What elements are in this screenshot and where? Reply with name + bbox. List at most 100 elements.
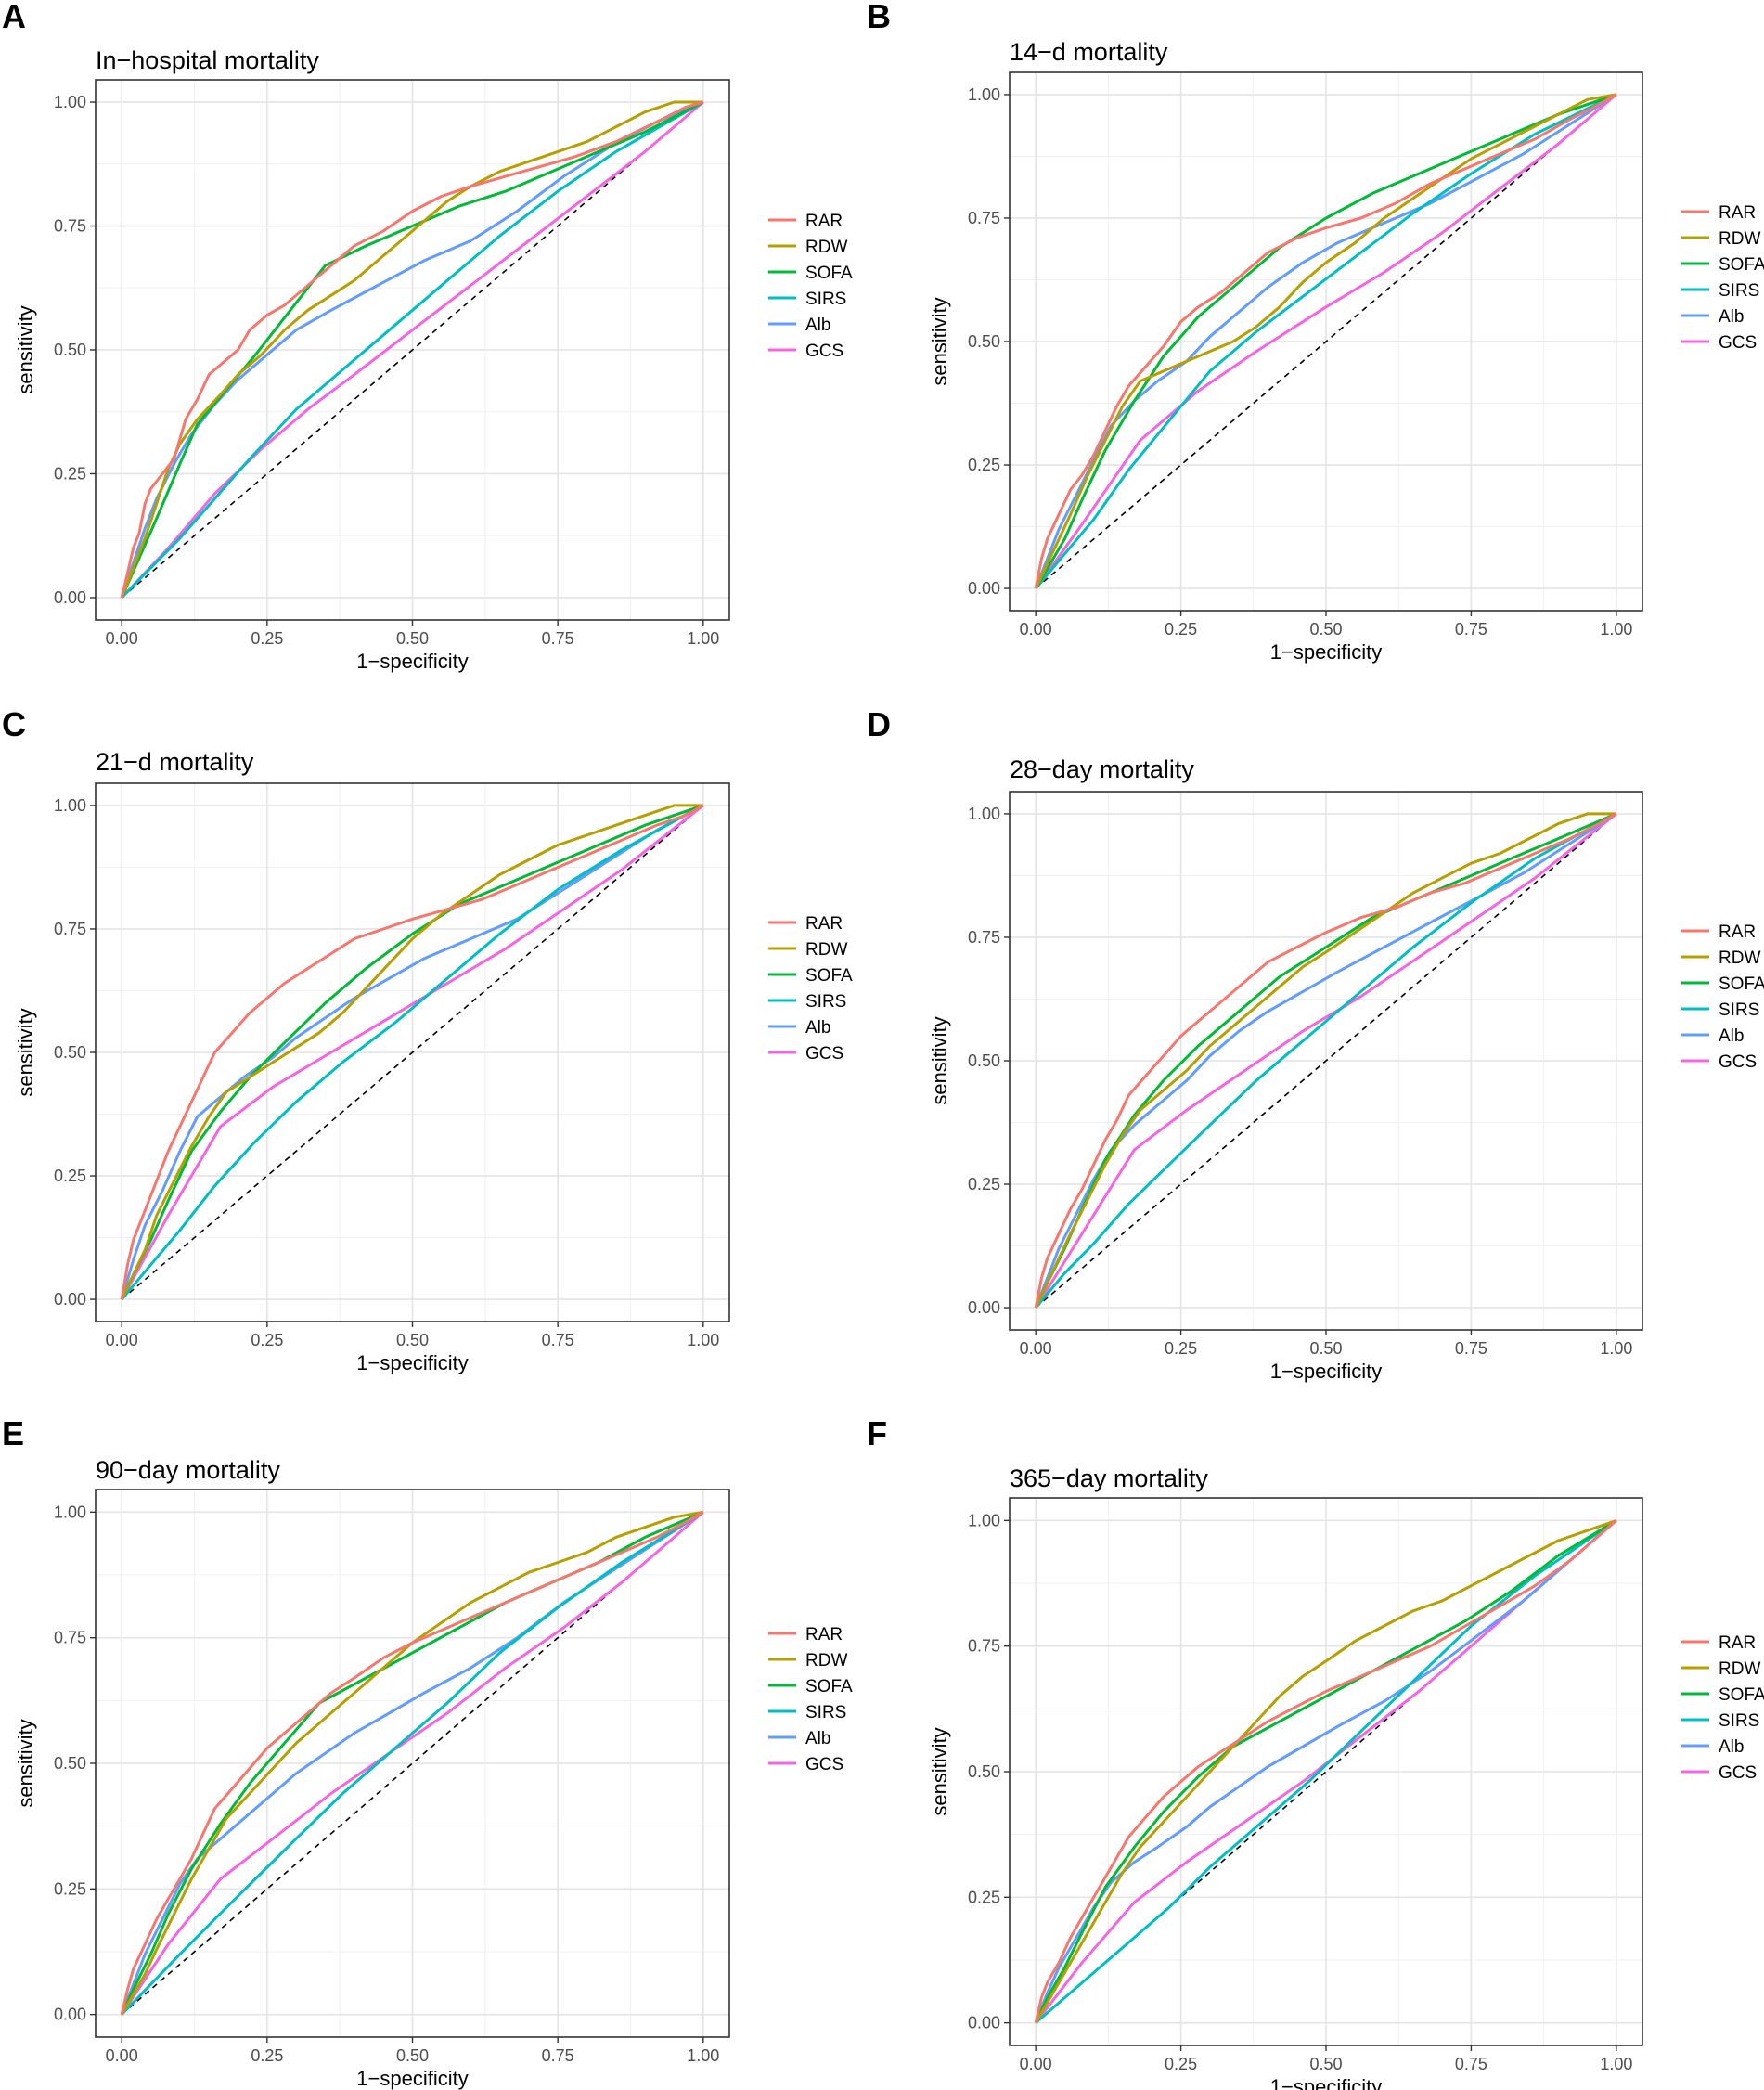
x-tick-label: 1.00 bbox=[687, 1331, 719, 1349]
legend-label-gcs: GCS bbox=[805, 342, 843, 361]
plot-border bbox=[1009, 71, 1643, 612]
y-tick-label: 0.25 bbox=[968, 456, 1000, 474]
legend-label-sofa: SOFA bbox=[805, 966, 853, 986]
plot-border bbox=[95, 79, 730, 621]
reference-diagonal bbox=[1035, 813, 1617, 1309]
legend-label-sofa: SOFA bbox=[805, 264, 853, 283]
legend-label-sirs: SIRS bbox=[805, 1703, 846, 1722]
y-tick-label: 0.25 bbox=[54, 464, 86, 483]
x-tick-label: 0.25 bbox=[251, 629, 283, 648]
y-tick-label: 0.75 bbox=[968, 209, 1000, 227]
y-tick-label: 0.00 bbox=[54, 2006, 86, 2024]
legend-label-rdw: RDW bbox=[805, 1651, 847, 1671]
panel-f: F 365−day mortality 0.00 0.25 0.50 0.75 1.00 0.… bbox=[867, 1414, 1764, 2090]
legend-label-rar: RAR bbox=[805, 914, 843, 934]
legend-label-gcs: GCS bbox=[805, 1044, 843, 1064]
y-tick-label: 0.75 bbox=[968, 928, 1000, 947]
roc-curve-rar bbox=[120, 804, 704, 1300]
y-tick-label: 0.00 bbox=[54, 588, 86, 607]
y-tick-label: 1.00 bbox=[54, 796, 86, 815]
legend-label-rar: RAR bbox=[805, 1625, 843, 1645]
legend-label-rdw: RDW bbox=[1719, 948, 1760, 968]
panel-title: 28−day mortality bbox=[1010, 755, 1194, 783]
roc-curve-alb bbox=[1034, 93, 1617, 589]
y-tick-label: 0.25 bbox=[54, 1167, 86, 1185]
roc-curve-sirs bbox=[1035, 1519, 1617, 2024]
panel-a: A In−hospital mortality 0.00 0.25 0.50 0.75 1.… bbox=[2, 0, 853, 673]
legend-label-sofa: SOFA bbox=[1719, 1685, 1764, 1705]
x-tick-label: 0.25 bbox=[251, 2046, 283, 2065]
legend-label-gcs: GCS bbox=[1719, 333, 1757, 353]
x-tick-label: 1.00 bbox=[1600, 620, 1632, 639]
legend-label-rdw: RDW bbox=[805, 238, 847, 257]
x-tick-label: 0.50 bbox=[1309, 1339, 1342, 1358]
y-tick-label: 1.00 bbox=[968, 85, 1000, 104]
panel-e: E 90−day mortality 0.00 0.25 0.50 0.75 1.00 0.0… bbox=[2, 1414, 853, 2090]
y-tick-label: 0.50 bbox=[54, 1754, 86, 1773]
x-tick-label: 0.75 bbox=[542, 629, 574, 648]
x-tick-label: 0.75 bbox=[542, 1331, 574, 1349]
roc-curve-rdw bbox=[120, 804, 703, 1300]
x-tick-label: 0.00 bbox=[106, 2046, 138, 2065]
y-axis-title: sensitivity bbox=[928, 1016, 951, 1104]
roc-curve-rdw bbox=[1034, 93, 1617, 589]
x-tick-label: 0.50 bbox=[1309, 620, 1342, 639]
x-axis-title: 1−specificity bbox=[1270, 2075, 1382, 2090]
y-tick-label: 0.50 bbox=[54, 1043, 86, 1062]
x-tick-label: 0.75 bbox=[1455, 620, 1487, 639]
y-tick-label: 0.50 bbox=[968, 332, 1000, 351]
roc-curve-alb bbox=[1034, 1519, 1617, 2024]
y-tick-label: 0.00 bbox=[968, 579, 1000, 598]
legend-label-sofa: SOFA bbox=[1719, 255, 1764, 275]
x-axis-title: 1−specificity bbox=[356, 1351, 468, 1374]
x-tick-label: 0.50 bbox=[396, 1331, 429, 1349]
panel-label: A bbox=[2, 0, 26, 35]
x-tick-label: 1.00 bbox=[687, 2046, 719, 2065]
plot-border bbox=[95, 782, 730, 1322]
roc-curve-sirs bbox=[1035, 812, 1617, 1309]
x-tick-label: 0.50 bbox=[1309, 2055, 1342, 2073]
y-tick-label: 1.00 bbox=[54, 93, 86, 111]
panel-title: 14−d mortality bbox=[1010, 38, 1168, 66]
x-tick-label: 1.00 bbox=[687, 629, 719, 648]
legend: RAR RDW SOFA SIRS Alb GCS bbox=[768, 212, 853, 361]
panel-title: 365−day mortality bbox=[1010, 1464, 1208, 1492]
y-tick-label: 0.00 bbox=[54, 1290, 86, 1309]
panel-label: E bbox=[2, 1414, 24, 1452]
legend-label-rdw: RDW bbox=[1719, 1659, 1760, 1679]
legend-label-alb: Alb bbox=[1719, 1026, 1744, 1046]
roc-curve-alb bbox=[120, 804, 704, 1300]
panel-label: F bbox=[867, 1414, 887, 1452]
legend: RAR RDW SOFA SIRS Alb GCS bbox=[768, 914, 853, 1064]
x-axis-title: 1−specificity bbox=[356, 2067, 468, 2090]
panel-d: D 28−day mortality 0.00 0.25 0.50 0.75 1.00 0.0… bbox=[867, 705, 1764, 1383]
panel-label: C bbox=[2, 705, 26, 743]
x-tick-label: 0.00 bbox=[106, 1331, 138, 1349]
y-axis-title: sensitivity bbox=[928, 1727, 951, 1815]
y-axis-title: sensitivity bbox=[14, 1008, 37, 1096]
y-tick-label: 0.75 bbox=[968, 1637, 1000, 1656]
reference-diagonal bbox=[1035, 94, 1617, 589]
roc-curve-gcs bbox=[121, 100, 704, 600]
x-tick-label: 0.75 bbox=[542, 2046, 574, 2065]
y-tick-label: 0.25 bbox=[968, 1175, 1000, 1193]
roc-curve-gcs bbox=[1034, 93, 1617, 589]
x-tick-label: 1.00 bbox=[1600, 1339, 1632, 1358]
legend-label-alb: Alb bbox=[1719, 1737, 1744, 1757]
y-tick-label: 0.50 bbox=[968, 1762, 1000, 1781]
legend-label-gcs: GCS bbox=[1719, 1763, 1757, 1783]
roc-curve-rar bbox=[120, 100, 704, 599]
legend-label-rdw: RDW bbox=[805, 940, 847, 960]
legend-label-sirs: SIRS bbox=[805, 290, 846, 309]
x-tick-label: 0.75 bbox=[1455, 1339, 1487, 1358]
y-tick-label: 0.50 bbox=[968, 1051, 1000, 1070]
roc-curve-rdw bbox=[1034, 1518, 1617, 2024]
x-axis-title: 1−specificity bbox=[356, 650, 468, 673]
x-tick-label: 0.50 bbox=[396, 2046, 429, 2065]
x-tick-label: 1.00 bbox=[1600, 2055, 1632, 2073]
panel-title: 21−d mortality bbox=[96, 748, 254, 776]
legend-label-sirs: SIRS bbox=[805, 992, 846, 1012]
legend-label-rar: RAR bbox=[1719, 922, 1756, 942]
legend-label-rdw: RDW bbox=[1719, 229, 1760, 249]
